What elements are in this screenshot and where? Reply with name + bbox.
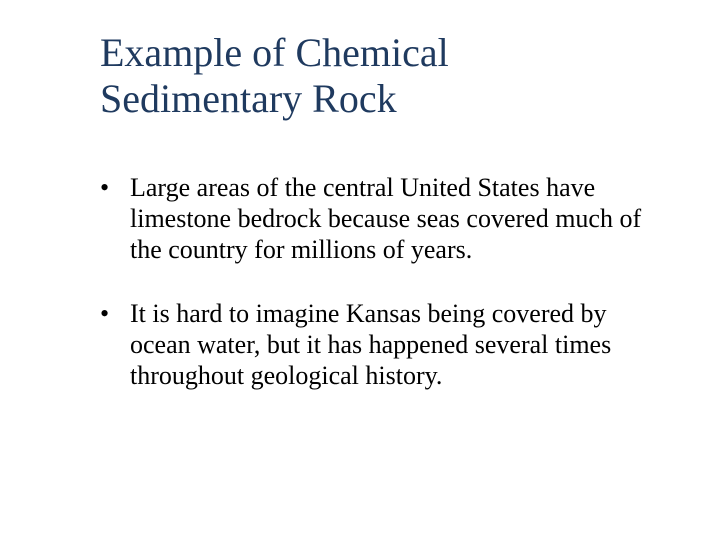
bullet-item: Large areas of the central United States… (100, 172, 660, 266)
bullet-list: Large areas of the central United States… (100, 172, 660, 391)
slide-title: Example of Chemical Sedimentary Rock (100, 30, 660, 122)
bullet-item: It is hard to imagine Kansas being cover… (100, 298, 660, 392)
